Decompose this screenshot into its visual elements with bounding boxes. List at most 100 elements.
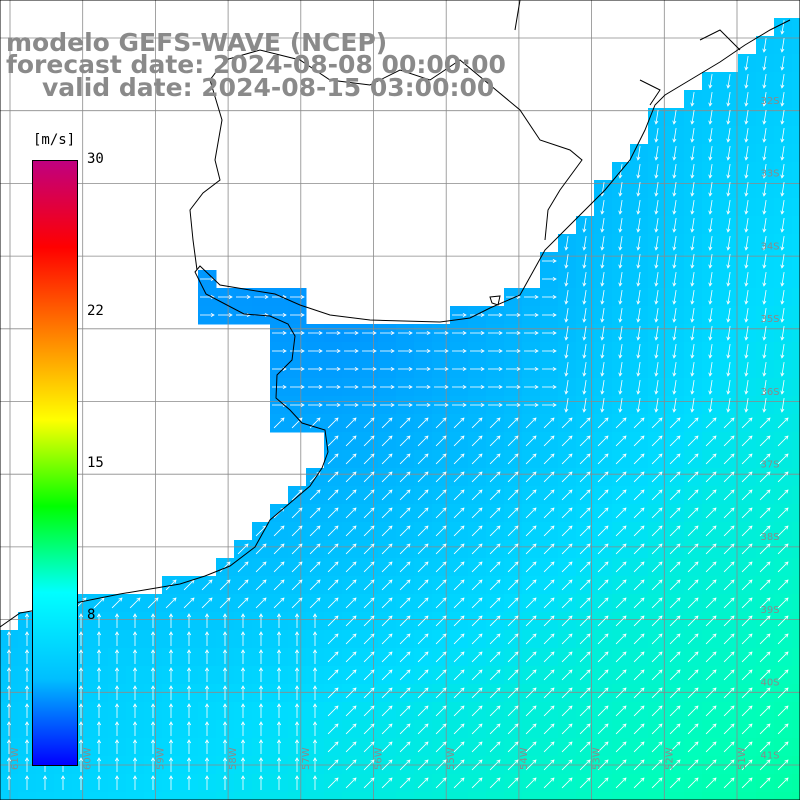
wind-arrow-head bbox=[694, 741, 699, 746]
speed-cell bbox=[792, 270, 800, 289]
wind-arrow-head bbox=[726, 372, 731, 377]
wind-arrow bbox=[399, 633, 411, 645]
wind-arrow bbox=[763, 398, 767, 412]
wind-arrow-head bbox=[586, 543, 591, 548]
wind-arrow-head bbox=[604, 705, 609, 710]
wind-arrow-head bbox=[460, 615, 465, 620]
wind-arrow bbox=[327, 651, 339, 663]
wind-arrow bbox=[543, 417, 555, 429]
wind-arrow-head bbox=[240, 649, 246, 654]
wind-arrow bbox=[615, 669, 627, 681]
wind-arrow-head bbox=[262, 579, 267, 584]
wind-arrow bbox=[691, 200, 695, 214]
wind-arrow bbox=[651, 507, 663, 519]
wind-arrow-head bbox=[388, 723, 393, 728]
wind-arrow-head bbox=[514, 525, 519, 530]
wind-arrow bbox=[763, 380, 767, 394]
wind-arrow-head bbox=[658, 561, 663, 566]
wind-arrow bbox=[705, 759, 717, 771]
wind-arrow bbox=[543, 633, 555, 645]
wind-arrow-head bbox=[442, 741, 447, 746]
speed-cell bbox=[90, 792, 109, 800]
wind-arrow bbox=[507, 651, 519, 663]
wind-arrow bbox=[705, 705, 717, 717]
wind-arrow-head bbox=[532, 723, 537, 728]
wind-arrow-head bbox=[780, 210, 785, 215]
wind-arrow bbox=[741, 417, 753, 429]
wind-arrow-head bbox=[748, 723, 753, 728]
speed-cell bbox=[342, 792, 361, 800]
wind-arrow bbox=[601, 236, 605, 250]
longitude-labels: 61W 60W 59W 58W 57W 56W 55W 54W 53W 52W 51W bbox=[10, 747, 748, 770]
wind-arrow bbox=[619, 236, 623, 250]
wind-arrow bbox=[619, 326, 623, 340]
wind-arrow-head bbox=[712, 489, 717, 494]
wind-arrow bbox=[579, 453, 591, 465]
wind-arrow bbox=[781, 200, 785, 214]
speed-cell bbox=[558, 792, 577, 800]
wind-arrow-head bbox=[640, 417, 645, 422]
wind-arrow bbox=[471, 669, 483, 681]
wind-arrow-head bbox=[210, 294, 215, 300]
wind-arrow-head bbox=[442, 687, 447, 692]
wind-arrow bbox=[651, 741, 663, 753]
wind-arrow bbox=[471, 453, 483, 465]
wind-arrow-head bbox=[766, 435, 771, 440]
wind-arrow-head bbox=[514, 651, 519, 656]
wind-arrow bbox=[471, 489, 483, 501]
wind-arrow bbox=[435, 597, 447, 609]
wind-arrow-head bbox=[780, 408, 785, 413]
wind-arrow bbox=[489, 669, 501, 681]
wind-arrow-head bbox=[636, 300, 641, 305]
wind-arrow-head bbox=[604, 723, 609, 728]
wind-arrow bbox=[777, 597, 789, 609]
wind-arrow bbox=[489, 759, 501, 771]
wind-arrow bbox=[291, 579, 303, 591]
wind-arrow-head bbox=[636, 390, 641, 395]
wind-arrow-head bbox=[766, 543, 771, 548]
wind-arrow bbox=[691, 380, 695, 394]
wind-arrow bbox=[399, 543, 411, 555]
wind-arrow bbox=[561, 633, 573, 645]
wind-arrow bbox=[525, 597, 537, 609]
wind-arrow-head bbox=[424, 507, 429, 512]
forecast-date: forecast date: 2024-08-08 00:00:00 bbox=[6, 50, 506, 79]
wind-arrow bbox=[763, 182, 767, 196]
wind-arrow-head bbox=[550, 669, 555, 674]
wind-arrow-head bbox=[300, 312, 305, 318]
wind-arrow bbox=[489, 543, 501, 555]
wind-arrow-head bbox=[622, 561, 627, 566]
wind-arrow bbox=[579, 471, 591, 483]
wind-arrow bbox=[381, 705, 393, 717]
wind-arrow-head bbox=[514, 597, 519, 602]
wind-arrow-head bbox=[222, 721, 228, 726]
wind-arrow-head bbox=[78, 685, 84, 690]
wind-arrow-head bbox=[534, 330, 539, 336]
wind-arrow-head bbox=[604, 579, 609, 584]
wind-arrow bbox=[399, 561, 411, 573]
wind-arrow-head bbox=[336, 348, 341, 354]
wind-arrow-head bbox=[96, 721, 102, 726]
wind-arrow bbox=[381, 525, 393, 537]
wind-arrow-head bbox=[600, 246, 605, 251]
wind-arrow bbox=[637, 218, 641, 232]
wind-arrow bbox=[727, 344, 731, 358]
wind-arrow bbox=[399, 507, 411, 519]
wind-arrow-head bbox=[712, 579, 717, 584]
wind-arrow-head bbox=[514, 471, 519, 476]
wind-arrow-head bbox=[246, 294, 251, 300]
wind-arrow bbox=[781, 128, 785, 142]
wind-arrow bbox=[597, 471, 609, 483]
wind-arrow-head bbox=[478, 759, 483, 764]
wind-arrow bbox=[745, 56, 749, 70]
wind-arrow-head bbox=[726, 246, 731, 251]
wind-arrow bbox=[619, 380, 623, 394]
wind-arrow bbox=[525, 633, 537, 645]
wind-arrow-head bbox=[586, 633, 591, 638]
wind-arrow bbox=[561, 489, 573, 501]
wind-arrow-head bbox=[586, 561, 591, 566]
wind-arrow-head bbox=[762, 336, 767, 341]
wind-arrow bbox=[543, 525, 555, 537]
wind-arrow bbox=[417, 525, 429, 537]
wind-arrow bbox=[633, 651, 645, 663]
